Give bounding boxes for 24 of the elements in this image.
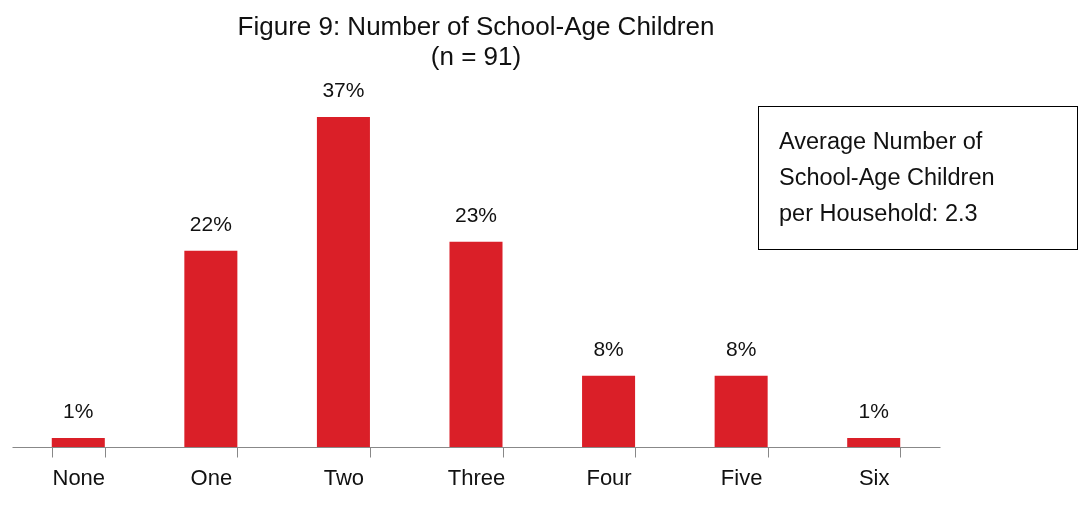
x-tick-label: Six [858, 464, 890, 490]
data-label: 1% [858, 399, 889, 423]
x-tick-label: None [52, 464, 106, 490]
x-tick-label: One [190, 464, 233, 490]
bar [847, 438, 901, 447]
chart-title: Figure 9: Number of School-Age Children [237, 11, 715, 41]
bar [184, 250, 238, 447]
data-label: 23% [454, 202, 498, 226]
note-box: Average Number of School-Age Children per Household: 2.3 [758, 106, 1078, 250]
x-tick-label: Three [447, 464, 506, 490]
x-tick-label: Two [323, 464, 365, 490]
data-label: 8% [725, 336, 757, 360]
bar [51, 438, 105, 447]
bar [449, 241, 503, 447]
bar [316, 117, 370, 447]
x-tick-label: Four [586, 464, 632, 490]
bar [714, 375, 768, 447]
chart-subtitle: (n = 91) [430, 41, 522, 71]
x-tick-label: Five [720, 464, 763, 490]
data-label: 1% [63, 399, 94, 423]
data-label: 22% [189, 211, 232, 235]
data-label: 37% [322, 78, 365, 101]
data-label: 8% [593, 336, 624, 360]
bar [582, 375, 636, 447]
